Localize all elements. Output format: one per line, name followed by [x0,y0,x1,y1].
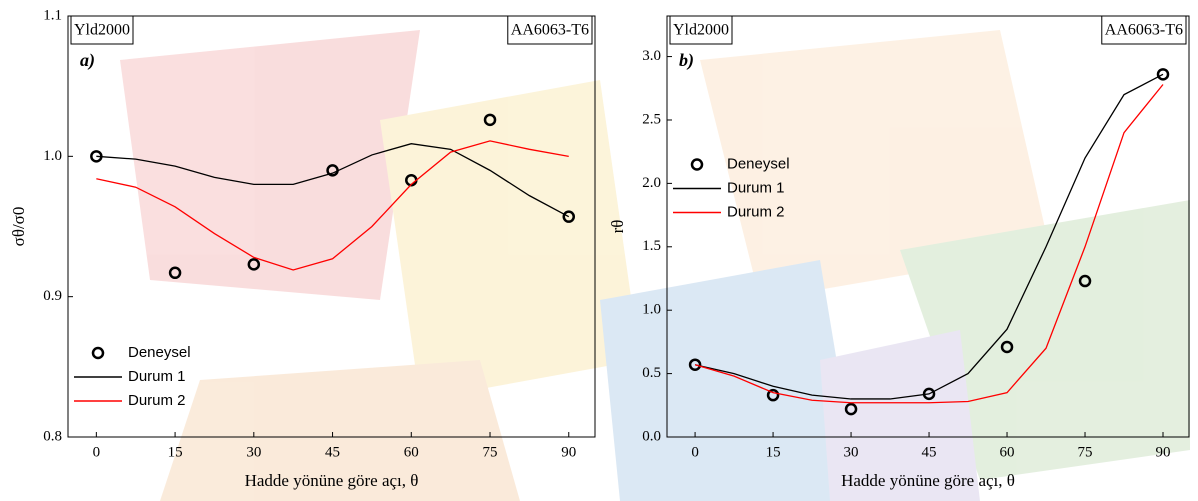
plot-frame [67,15,596,438]
data-point [844,402,858,416]
plot-frame [666,15,1190,438]
material-label: AA6063-T6 [511,22,589,39]
data-point [1078,274,1092,288]
data-point [247,258,261,271]
x-tick-label: 15 [168,444,183,460]
method-label: Yld2000 [74,22,130,39]
curve [694,84,1164,404]
y-tick-label: 0.9 [43,288,62,304]
x-tick-label: 90 [1156,444,1171,460]
curve [96,143,570,218]
y-tick-label: 1.0 [43,148,62,164]
y-tick-label: 2.5 [642,111,661,127]
panel: 0 15 30 45 60 75 90 0.8 0.9 1.0 1.1 Hadde yönüne gö… [9,7,596,490]
data-point [1000,340,1014,354]
x-tick-label: 60 [1000,444,1015,460]
curve [96,140,569,271]
x-tick-label: 75 [1078,444,1093,460]
panel-label: b) [679,50,694,71]
y-tick-label: 2.0 [642,175,661,191]
x-tick-label: 90 [561,444,576,460]
label-box [669,15,733,45]
data-point [168,266,182,280]
y-tick-label: 3.0 [642,48,661,64]
data-point [766,388,780,402]
x-tick-label: 30 [844,444,859,460]
data-point [688,358,702,371]
x-tick-label: 45 [922,444,937,460]
x-tick-label: 30 [246,444,261,460]
background-watermark [120,30,1190,501]
x-axis-label: Hadde yönüne göre açı, θ [245,471,419,490]
legend-label: Durum 1 [727,179,785,196]
y-tick-label: 0.5 [642,365,661,381]
y-tick-label: 1.0 [642,302,661,318]
x-tick-label: 0 [691,444,699,460]
y-tick-label: 0.8 [43,428,62,444]
legend-label: Deneysel [727,155,790,172]
legend-label: Durum 1 [128,368,186,385]
legend-marker [690,158,704,171]
curve [694,73,1164,400]
label-box [70,15,134,45]
legend-label: Durum 2 [128,392,186,409]
legend-label: Durum 2 [727,203,785,220]
panel-label: a) [80,50,95,71]
y-tick-label: 1.5 [642,238,661,254]
y-tick-label: 0.0 [642,428,661,444]
x-tick-label: 0 [93,444,101,460]
legend-label: Deneysel [128,344,191,361]
panel: 0 15 30 45 60 75 90 0.0 0.5 1.0 1.5 2.0 2.5 3.0 Hadde … [608,15,1190,490]
y-axis-label: rθ [608,220,627,234]
method-label: Yld2000 [673,22,729,39]
x-axis-label: Hadde yönüne göre açı, θ [841,471,1015,490]
x-tick-label: 60 [404,444,419,460]
y-axis-label: σθ/σ0 [9,207,28,247]
data-point [483,113,497,127]
x-tick-label: 75 [483,444,498,460]
x-tick-label: 15 [766,444,781,460]
legend-marker [91,346,105,360]
material-label: AA6063-T6 [1105,22,1183,39]
data-point [1156,68,1170,81]
x-tick-label: 45 [325,444,340,460]
label-box [507,15,593,45]
y-tick-label: 1.1 [43,7,62,23]
label-box [1101,15,1187,45]
data-point [562,210,576,223]
